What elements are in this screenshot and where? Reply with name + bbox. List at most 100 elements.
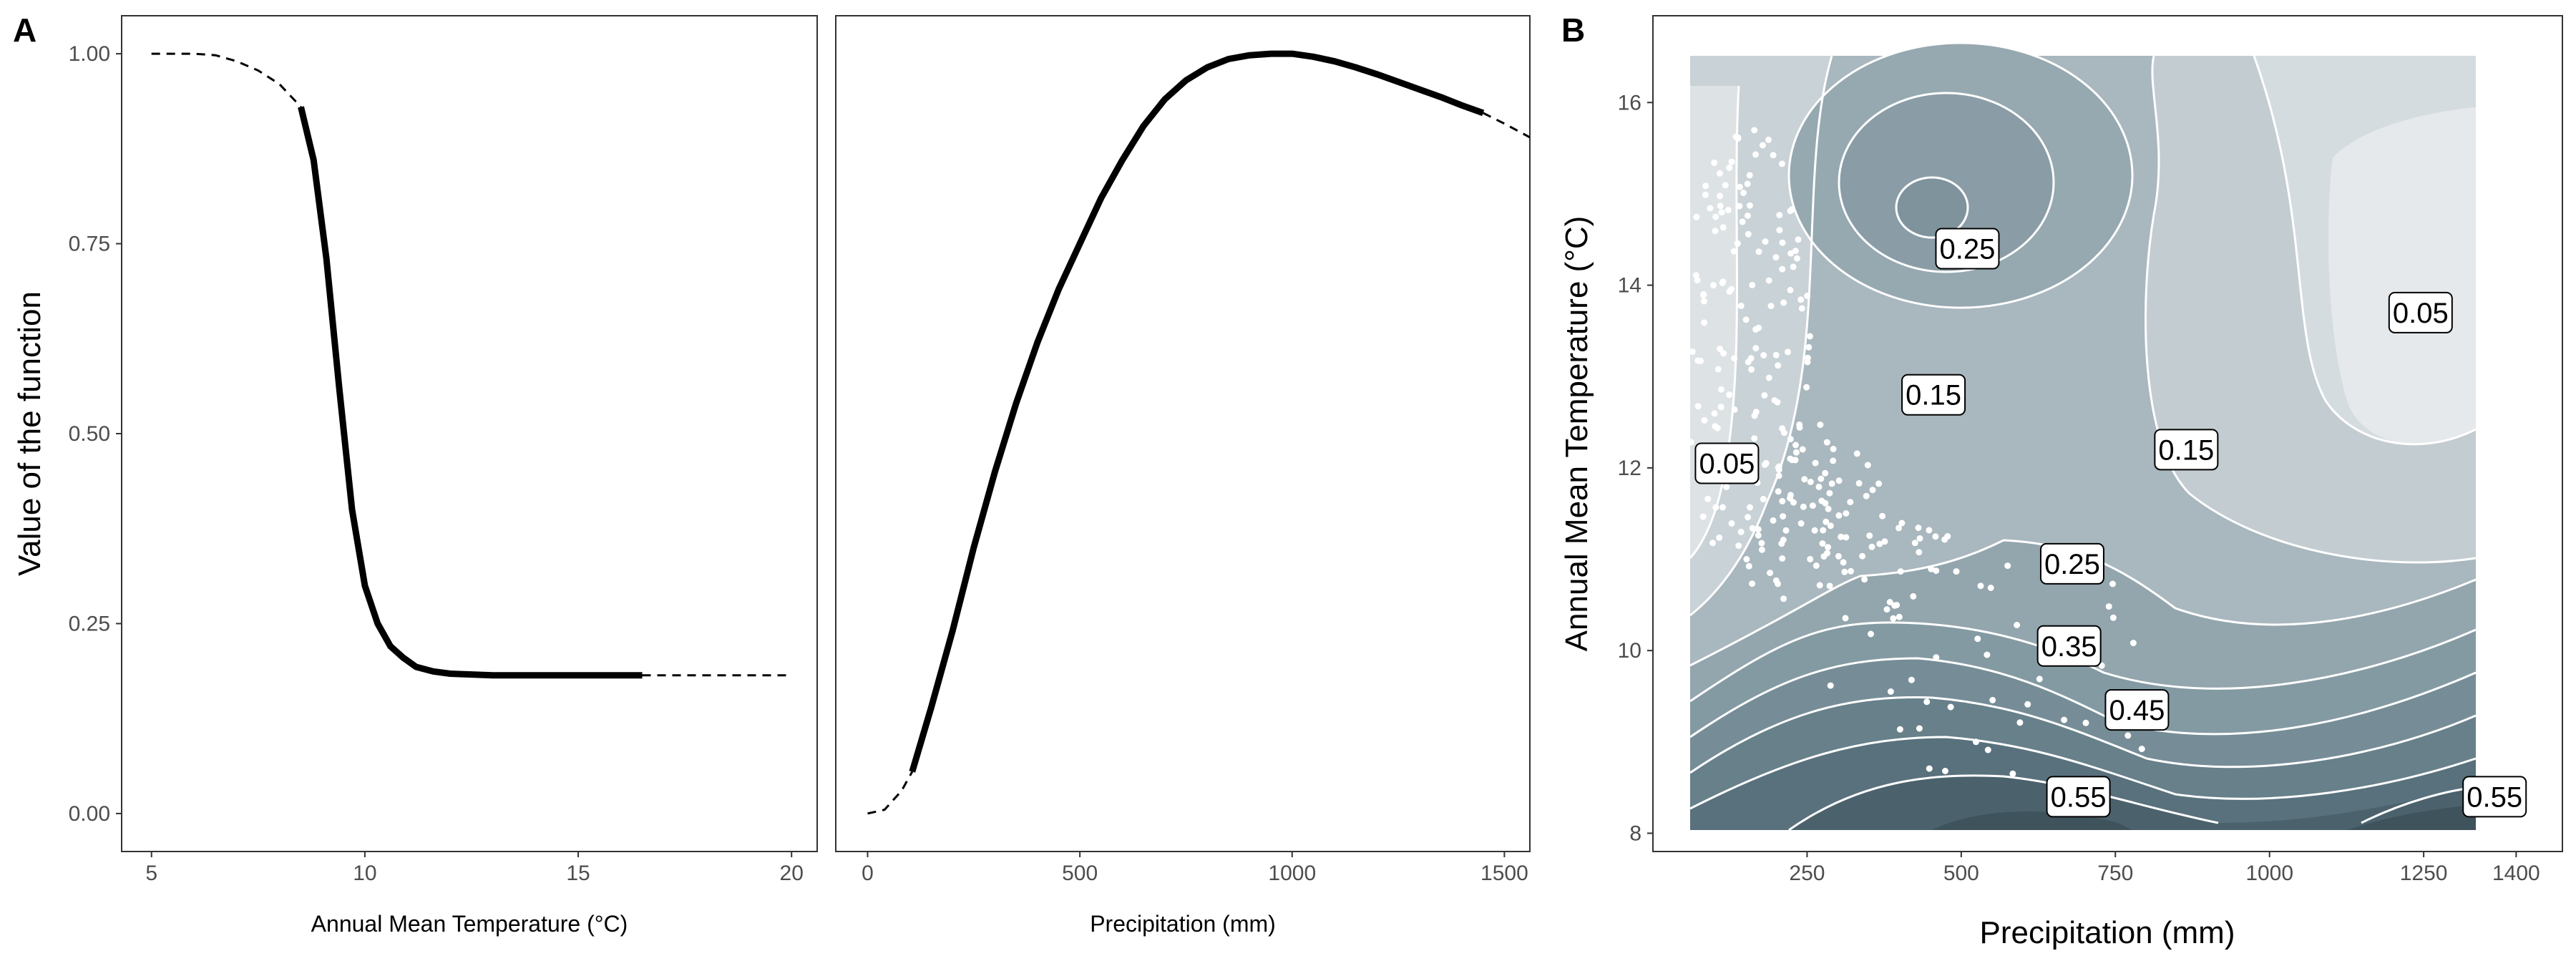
observation-point (1823, 439, 1830, 446)
observation-point (1702, 191, 1709, 198)
observation-point (1700, 298, 1707, 305)
contour-label: 0.55 (2462, 776, 2527, 818)
observation-point (1792, 441, 1799, 449)
observation-point (1772, 254, 1780, 261)
panel-a1: 5 10 15 20 0.00 0.25 0.50 0.75 1.00 Annual Mean… (12, 15, 818, 937)
observation-point (1745, 514, 1752, 521)
observation-point (1712, 213, 1719, 220)
observation-point (1805, 343, 1813, 351)
observation-point (1701, 319, 1708, 326)
observation-point (1818, 475, 1825, 482)
observation-point (1711, 410, 1718, 417)
panel-a1-series (151, 52, 792, 679)
observation-point (1710, 282, 1717, 289)
observation-point (1916, 535, 1923, 542)
observation-point (1761, 461, 1768, 468)
contour-label: 0.35 (2036, 625, 2102, 667)
observation-point (1743, 556, 1750, 562)
observation-point (1719, 224, 1727, 231)
observation-point (1709, 540, 1716, 547)
observation-point (1896, 525, 1902, 532)
observation-point (1887, 688, 1894, 695)
contour-line (1689, 736, 2477, 810)
observation-point (1734, 240, 1741, 247)
observation-point (1859, 552, 1866, 560)
contour-line (1689, 55, 1833, 617)
y-tick-label: 0.50 (69, 422, 110, 446)
observation-point (2009, 770, 2016, 777)
contour-labels: 0.25 0.05 0.15 0.15 0.05 0.25 0.35 0.45 0.55 0.55 (1694, 228, 2527, 818)
observation-point (1797, 296, 1805, 303)
observation-point (1767, 303, 1775, 310)
contour-band (1932, 805, 2476, 830)
observation-point (1863, 492, 1870, 499)
observation-point (1716, 534, 1723, 541)
y-tick-label: 0.25 (69, 612, 110, 635)
observation-point (1848, 567, 1854, 575)
contour-label: 0.05 (2388, 291, 2453, 333)
panel-a-y-title: Value of the function (12, 291, 47, 576)
observation-point (1876, 540, 1883, 547)
observation-point (1916, 549, 1923, 556)
observation-point (1915, 525, 1922, 532)
observation-point (1820, 527, 1827, 534)
observation-point (1702, 182, 1709, 190)
observation-point (1820, 553, 1828, 560)
observation-point (1812, 459, 1819, 467)
observation-point (1826, 582, 1833, 590)
observation-point (1730, 248, 1737, 255)
observation-point (1932, 533, 1939, 540)
observation-point (1775, 488, 1782, 495)
observation-point (1726, 164, 1733, 171)
observation-point (1823, 518, 1830, 525)
observation-point (1775, 580, 1781, 587)
observation-point (1897, 568, 1904, 575)
observation-point (1779, 497, 1786, 504)
contour-label-value: 0.15 (2158, 434, 2214, 466)
observation-point (1749, 525, 1756, 532)
panel-a2-x-axis: 0 500 1000 1500 (862, 852, 1528, 885)
observation-point (1775, 464, 1782, 471)
x-tick-label: 1400 (2492, 862, 2540, 885)
observation-point (1775, 472, 1782, 479)
contour-line (1787, 42, 2134, 309)
observation-point (1755, 248, 1762, 255)
observation-point (1926, 527, 1933, 534)
panel-b-x-axis: 250 500 750 1000 1250 1400 (1789, 852, 2540, 885)
observation-point (1758, 546, 1765, 553)
observation-point (1778, 160, 1785, 167)
contour-label-box (2036, 625, 2102, 667)
contour-label-box (1935, 228, 2000, 270)
contour-label: 0.05 (1694, 442, 1760, 484)
observation-point (1687, 439, 1694, 446)
observation-point (1765, 277, 1772, 284)
y-tick-label: 10 (1618, 639, 1641, 663)
observation-point (1712, 228, 1719, 235)
observation-point (1731, 406, 1738, 413)
x-tick-label: 10 (353, 862, 376, 885)
observation-point (1923, 698, 1931, 706)
contour-line (2253, 55, 2477, 446)
observation-point (1842, 615, 1849, 622)
observation-point (1747, 504, 1753, 511)
observation-point (1933, 567, 1940, 575)
contour-label: 0.15 (2154, 429, 2219, 471)
panel-a2-frame (835, 15, 1531, 852)
observation-point (2014, 622, 2021, 628)
panel-b: 250 500 750 1000 1250 1400 8 10 12 14 16 0.25 0.05… (1559, 15, 2563, 950)
x-tick-label: 5 (145, 862, 157, 885)
observation-point (1807, 555, 1814, 562)
observation-point (1776, 212, 1783, 219)
observation-point (1825, 544, 1831, 551)
observation-point (1728, 158, 1735, 165)
observation-point (1868, 630, 1874, 638)
observation-point (1765, 136, 1772, 143)
observation-point (1728, 286, 1735, 293)
series-line-extrapolated-low (867, 771, 914, 815)
observation-point (1739, 218, 1746, 225)
observation-points (1687, 127, 2145, 777)
observation-point (1787, 250, 1795, 257)
observation-point (1744, 213, 1751, 219)
observation-point (1767, 570, 1774, 577)
contour-label-box (2462, 776, 2527, 818)
